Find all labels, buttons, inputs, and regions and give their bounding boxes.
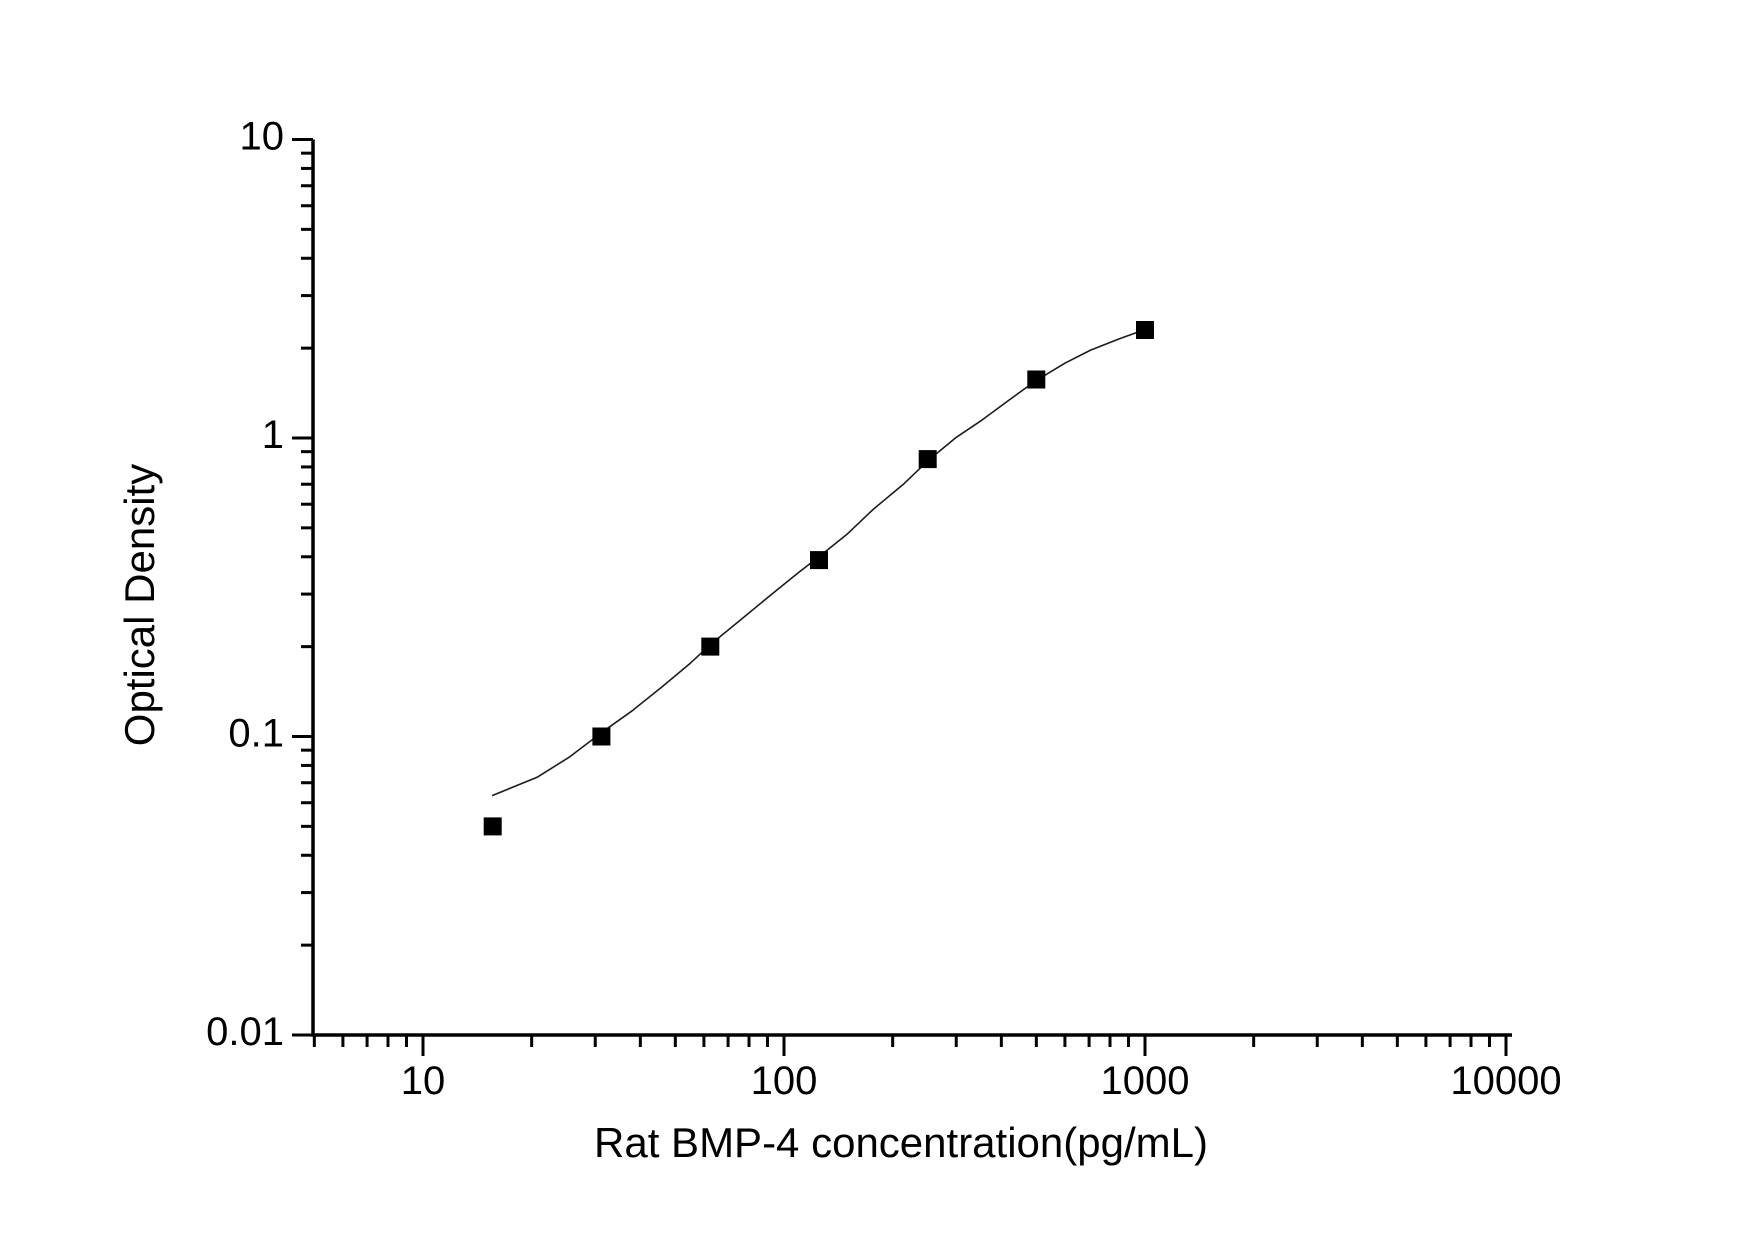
axes-group [311,139,1512,1037]
x-tick-label: 1000 [1101,1059,1190,1103]
axis-ticks-group [292,138,1508,1056]
x-tick-label: 100 [751,1059,818,1103]
x-tick-label: 10 [401,1059,446,1103]
y-axis-title: Optical Density [116,464,163,746]
data-point-marker [1027,370,1046,389]
data-point-marker [810,551,828,570]
data-points-group [483,321,1154,836]
y-tick-label: 0.01 [206,1010,284,1054]
y-tick-label: 10 [240,115,285,159]
x-axis-title: Rat BMP-4 concentration(pg/mL) [594,1119,1208,1166]
x-tick-label: 10000 [1450,1059,1561,1103]
data-point-marker [483,817,502,836]
data-point-marker [1136,321,1154,339]
tick-labels-group: 10 100 1000 10000 10 1 0.1 0.01 [206,115,1561,1104]
data-point-marker [701,637,720,656]
y-tick-label: 1 [262,413,284,457]
data-point-marker [592,727,611,746]
data-point-marker [918,450,937,469]
axis-lines [311,139,1512,1037]
y-tick-label: 0.1 [228,712,284,756]
